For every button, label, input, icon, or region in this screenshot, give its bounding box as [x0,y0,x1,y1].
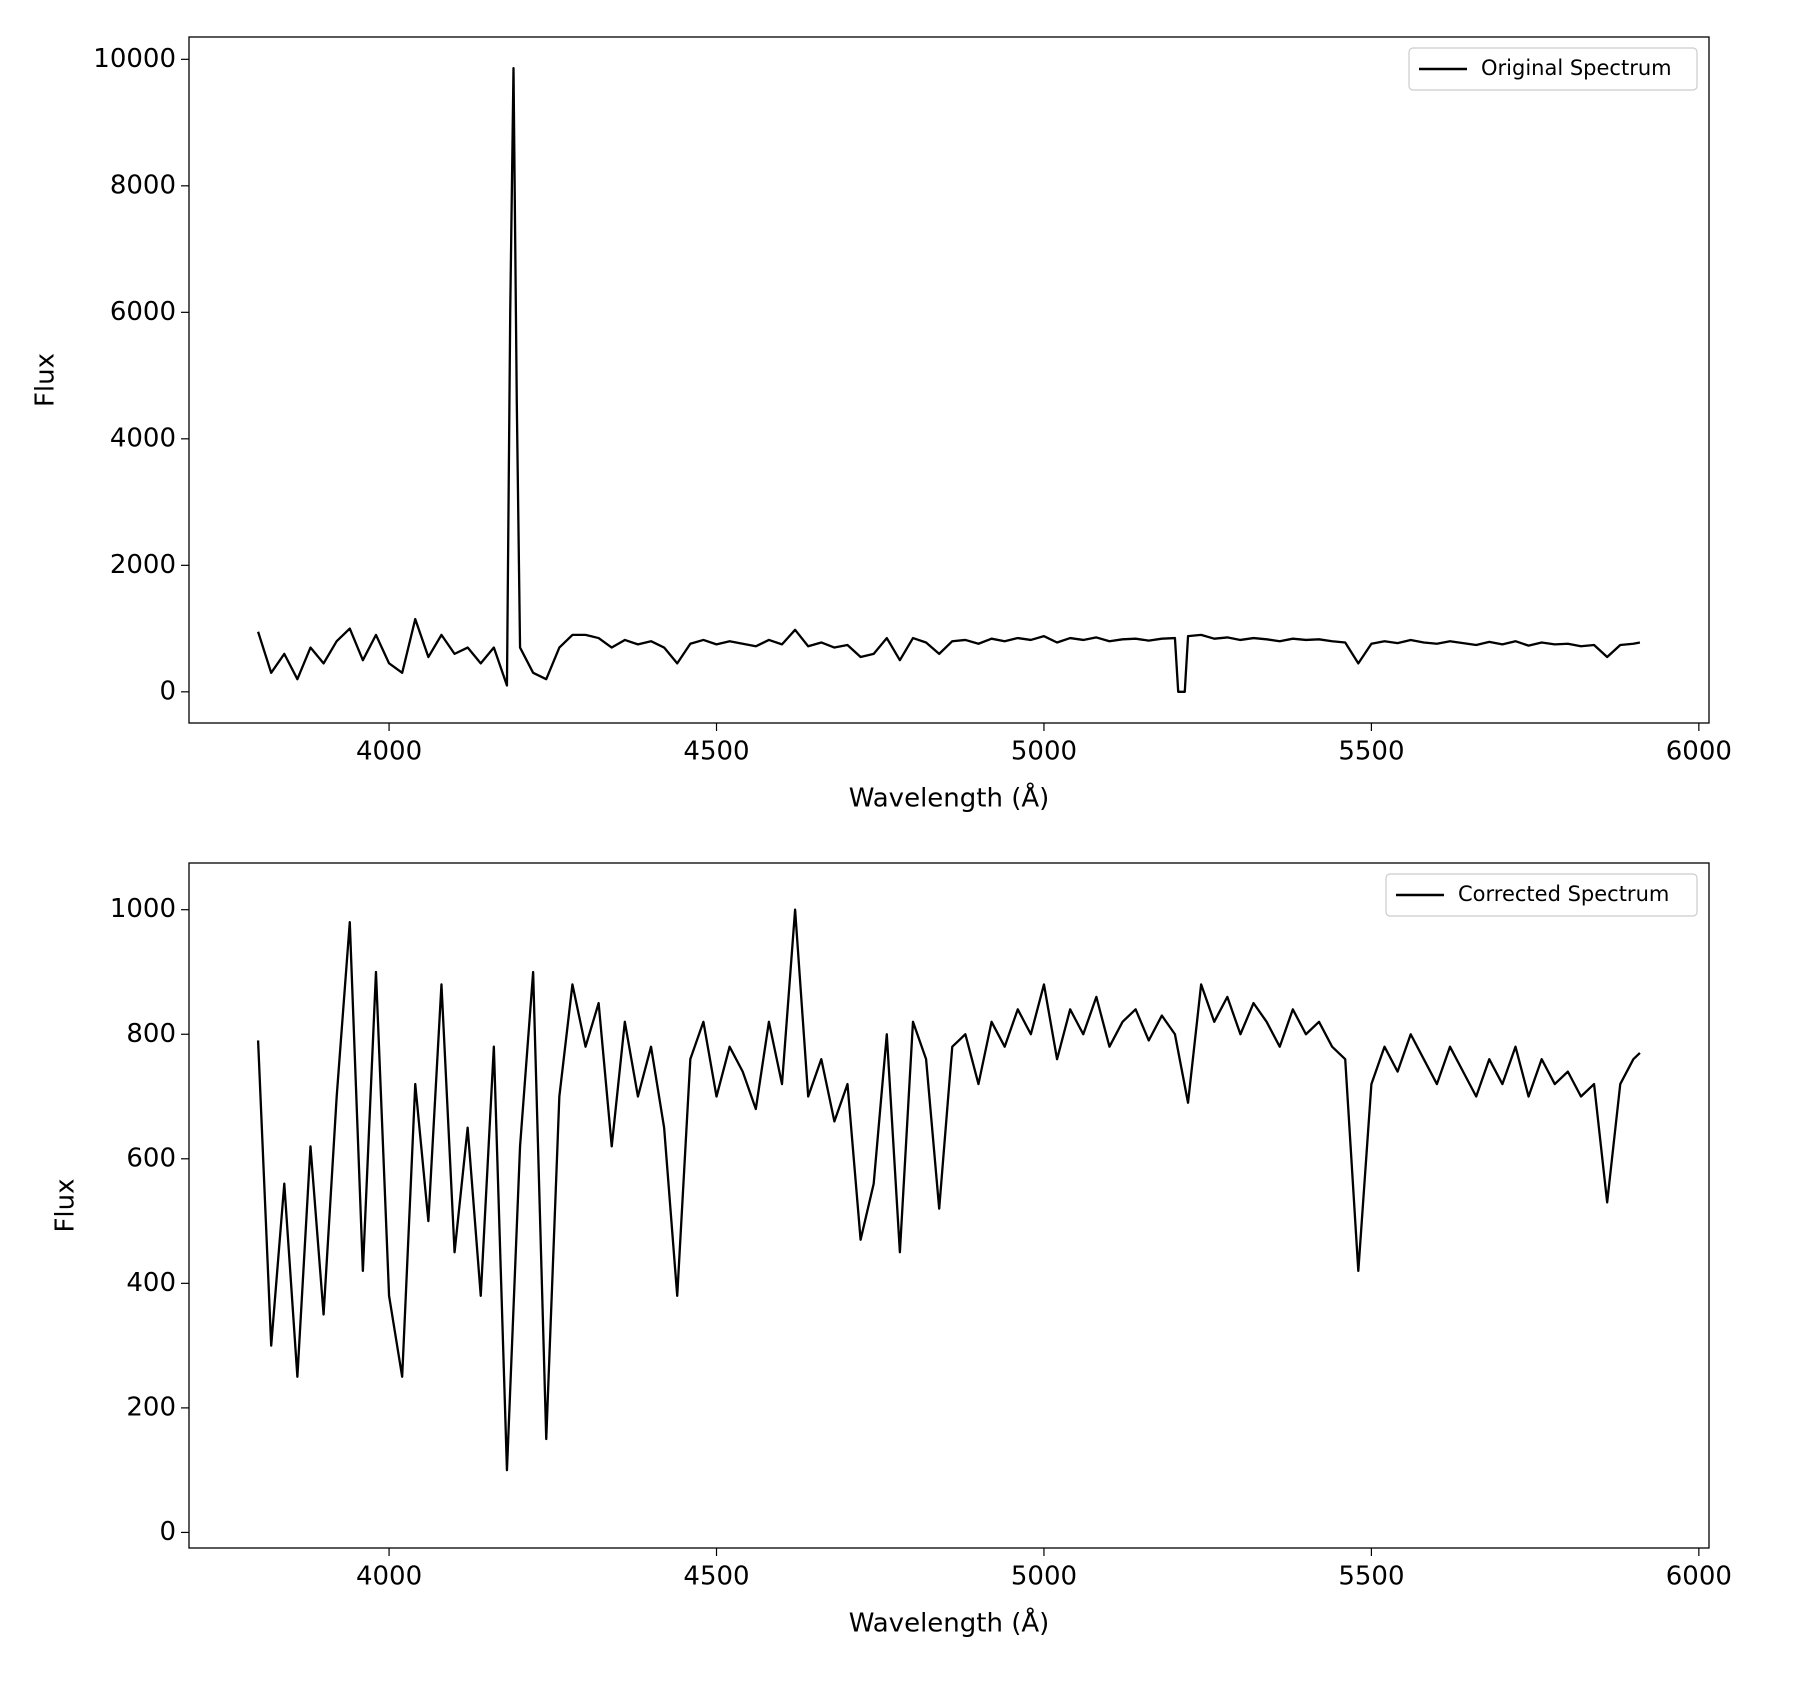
y-tick-label: 200 [126,1392,176,1422]
y-tick-label: 0 [159,676,176,706]
legend-box [1385,873,1698,917]
y-axis-label: Flux [51,1178,81,1232]
x-tick-label: 5000 [1011,737,1077,767]
x-axis-label: Wavelength (Å) [849,782,1050,814]
legend-label: Corrected Spectrum [1458,882,1669,906]
y-tick-label: 600 [126,1143,176,1173]
y-tick-label: 0 [159,1517,176,1547]
plot-area [256,67,1641,693]
x-tick-label: 5000 [1011,1562,1077,1592]
y-tick-label: 400 [126,1268,176,1298]
y-tick-label: 4000 [110,423,176,453]
x-tick-label: 4500 [683,737,749,767]
x-tick-label: 6000 [1666,1562,1732,1592]
y-tick-label: 800 [126,1019,176,1049]
x-tick-label: 4000 [356,1562,422,1592]
x-tick-label: 4500 [683,1562,749,1592]
y-tick-label: 1000 [110,894,176,924]
legend-box [1408,47,1698,91]
y-axis-label: Flux [31,353,61,407]
y-tick-label: 8000 [110,170,176,200]
x-axis-label: Wavelength (Å) [849,1607,1050,1639]
x-tick-label: 5500 [1338,737,1404,767]
spectrum-line [256,908,1641,1472]
x-tick-label: 5500 [1338,1562,1404,1592]
axes-frame [188,36,1710,724]
y-tick-label: 6000 [110,297,176,327]
y-tick-label: 2000 [110,550,176,580]
y-tick-label: 10000 [93,44,176,74]
x-tick-label: 6000 [1666,737,1732,767]
plot-area [256,908,1641,1472]
legend-label: Original Spectrum [1481,56,1672,80]
axes-frame [188,862,1710,1549]
spectrum-line [256,67,1641,693]
x-tick-label: 4000 [356,737,422,767]
